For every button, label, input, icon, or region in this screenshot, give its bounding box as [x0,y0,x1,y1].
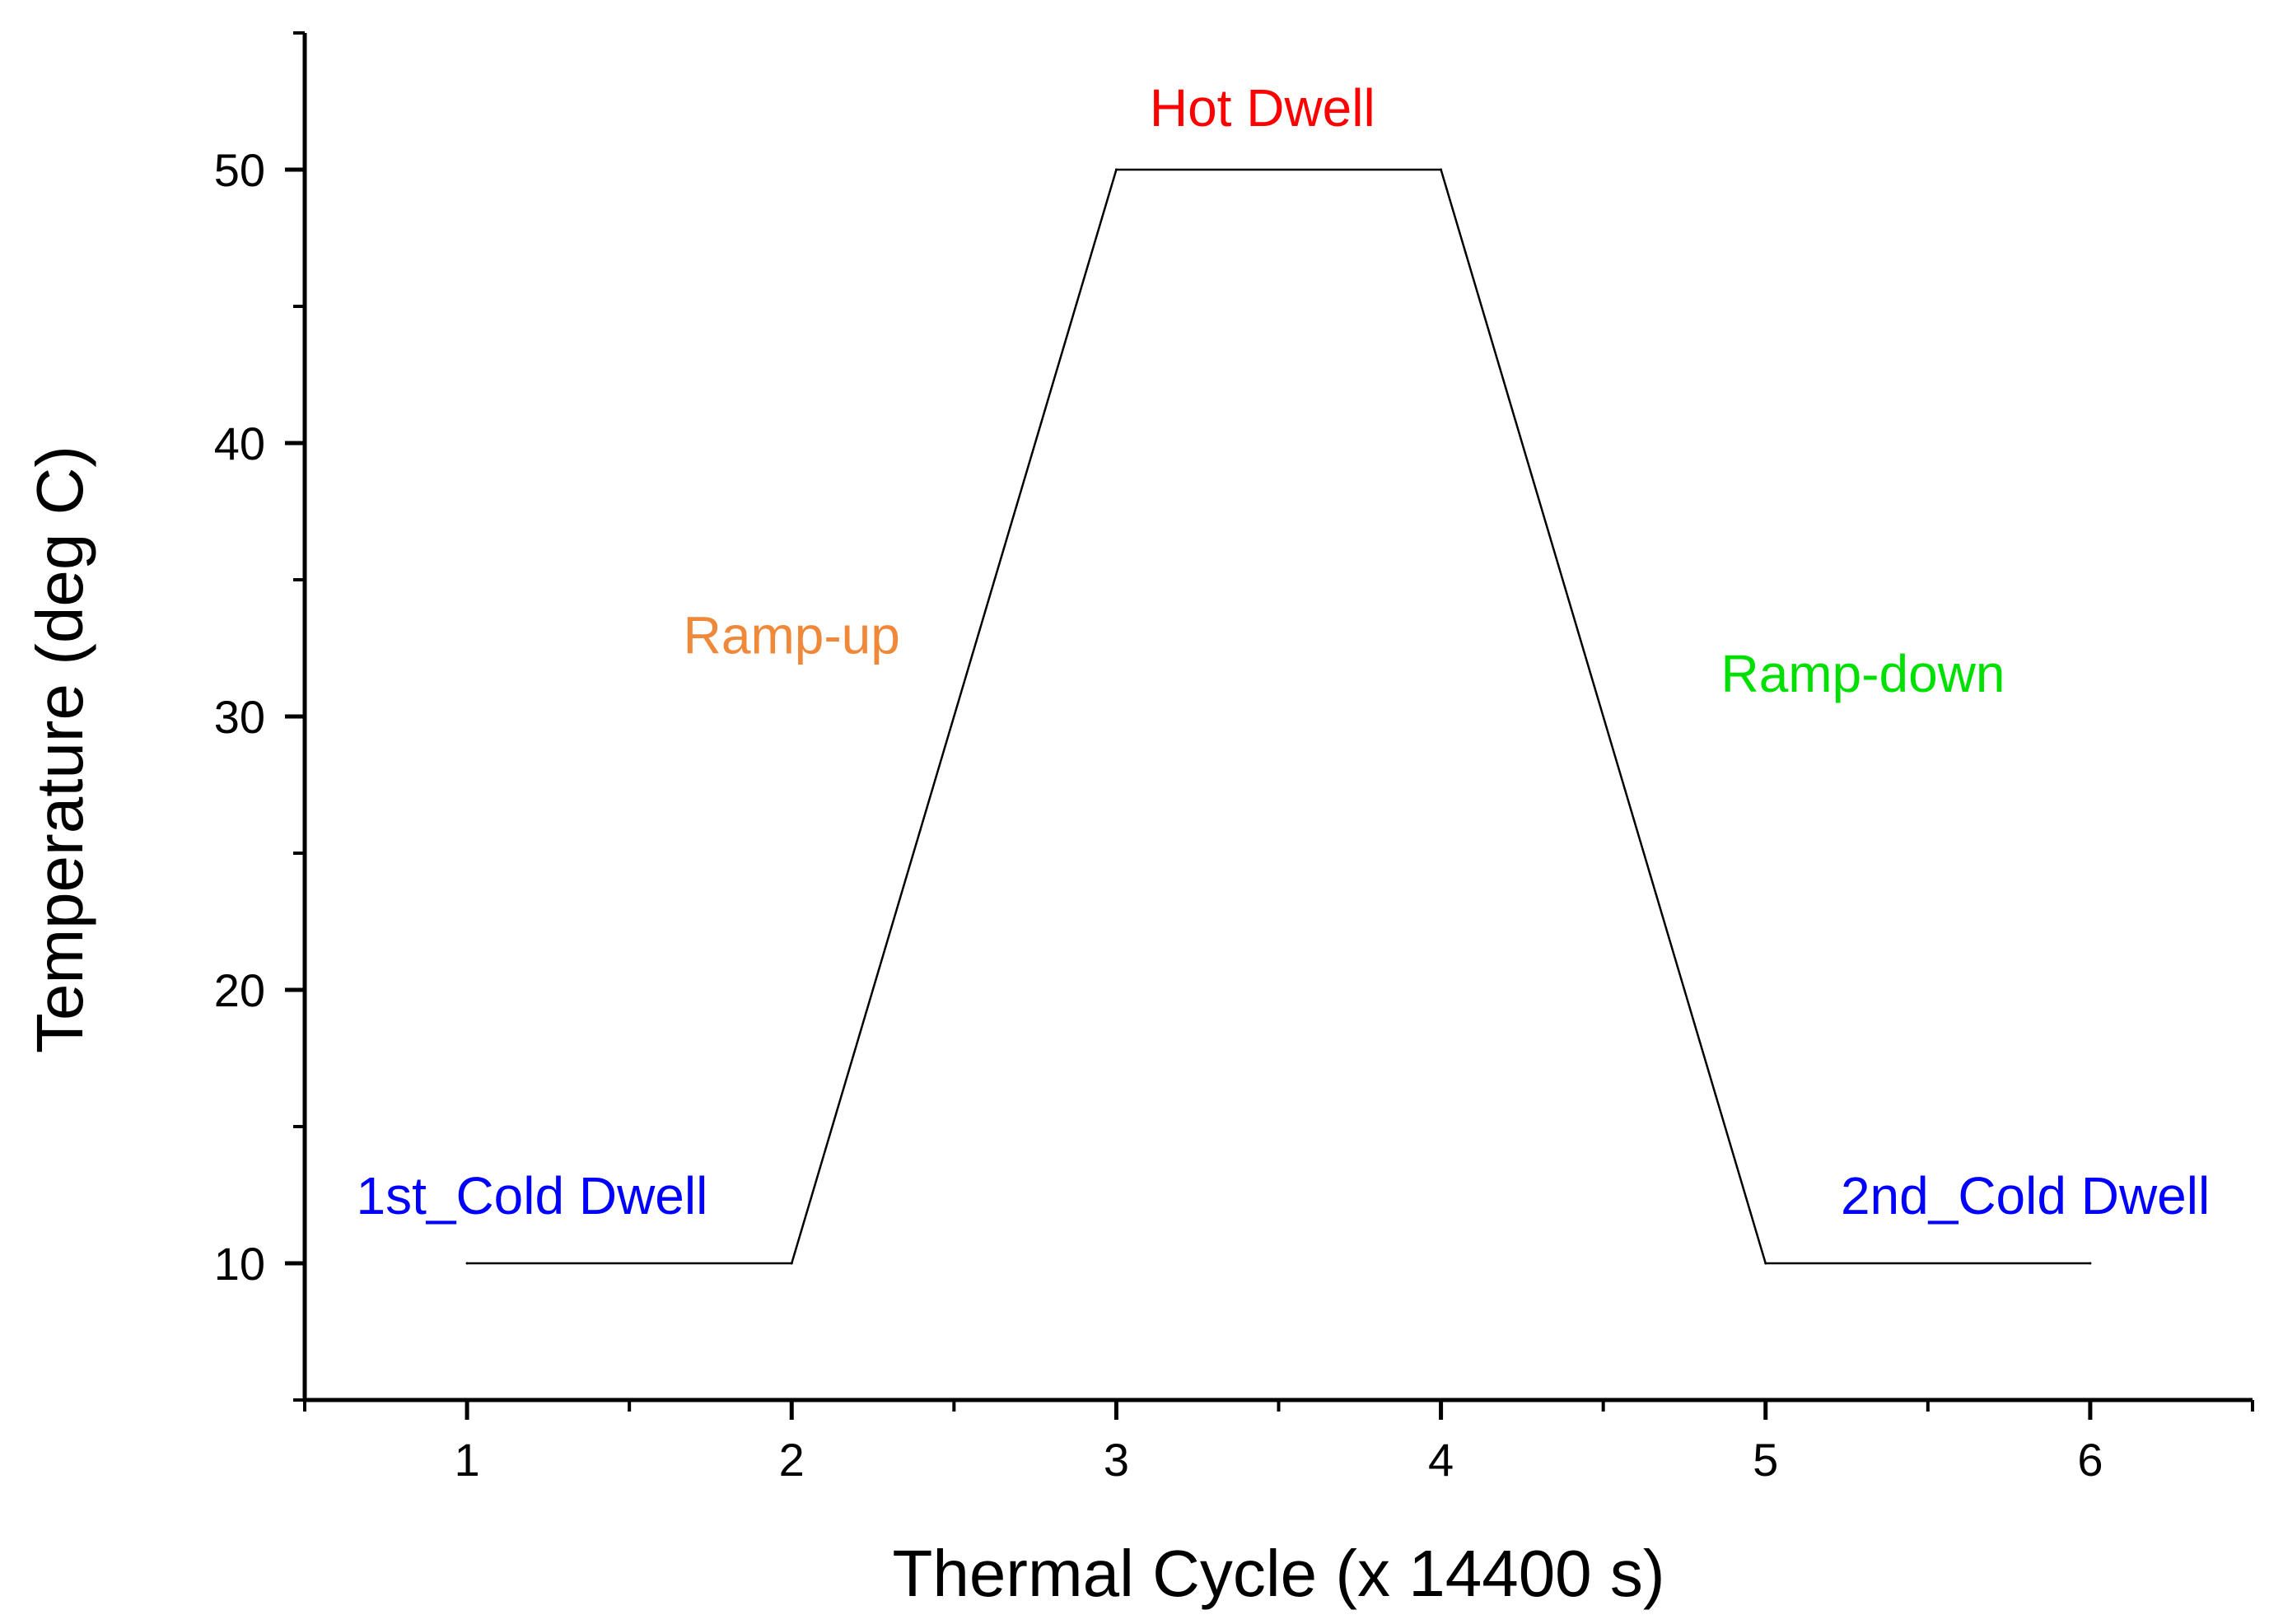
y-tick-label: 10 [214,1238,265,1290]
annotations: 1st_Cold Dwell Ramp-up Hot Dwell Ramp-down 2… [356,78,2210,1225]
data-point [1764,1262,1767,1265]
data-point [790,1262,793,1265]
y-ticks: 10 20 30 40 50 [214,31,305,1402]
data-point [2089,1262,2092,1265]
y-tick-label: 20 [214,964,265,1016]
annotation-label: 2nd_Cold Dwell [1841,1166,2210,1225]
x-tick-label: 5 [1753,1434,1778,1486]
y-tick-label: 40 [214,418,265,469]
x-tick-label: 6 [2077,1434,2103,1486]
data-point [1440,168,1443,171]
y-axis: 10 20 30 40 50 [214,31,307,1402]
plot-series [465,168,2092,1265]
y-tick-label: 50 [214,144,265,196]
data-point [465,1262,469,1265]
annotation-label: Ramp-up [684,606,900,665]
x-tick-label: 3 [1104,1434,1129,1486]
x-axis: 1 2 3 4 5 6 [303,1398,2254,1486]
x-tick-label: 1 [455,1434,480,1486]
y-tick-label: 30 [214,691,265,743]
series-line [467,168,2090,1265]
annotation-label: Hot Dwell [1150,78,1375,138]
data-point [1114,168,1118,171]
x-tick-label: 4 [1428,1434,1454,1486]
x-axis-title: Thermal Cycle (x 14400 s) [892,1537,1664,1610]
annotation-label: 1st_Cold Dwell [356,1166,707,1225]
annotation-label: Ramp-down [1720,644,2005,703]
y-axis-title: Temperature (deg C) [23,446,96,1053]
x-ticks: 1 2 3 4 5 6 [303,1400,2254,1486]
x-tick-label: 2 [779,1434,805,1486]
